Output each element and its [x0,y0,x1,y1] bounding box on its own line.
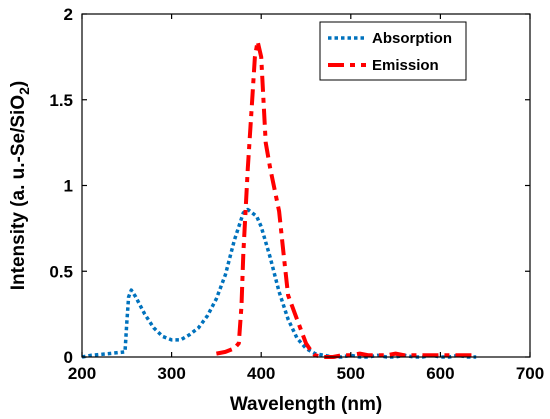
series-line-absorption [81,207,477,359]
legend-box [319,21,467,81]
ticks-layer: 200 300 400 500 600 700 0 0.5 1 1.5 2 [49,5,544,383]
y-tick-label: 2 [64,5,73,24]
series-layer [81,39,477,359]
y-tick-label: 1.5 [49,91,73,110]
legend: Absorption Emission [319,21,467,81]
x-tick-label: 500 [337,364,365,383]
x-tick-label: 400 [247,364,275,383]
series-line-emission [216,39,477,359]
x-tick-label: 200 [68,364,96,383]
y-tick-label: 1 [64,177,73,196]
legend-label-emission: Emission [372,57,439,74]
x-tick-label: 700 [516,364,544,383]
x-axis-title: Wavelength (nm) [230,394,382,415]
y-axis-title-suffix: ) [8,81,29,87]
legend-label-absorption: Absorption [372,30,452,47]
y-tick-label: 0.5 [49,262,73,281]
y-axis-title-subscript: 2 [16,87,32,95]
y-axis-title-main: Intensity (a. u.-Se/SiO [8,95,29,290]
x-tick-label: 300 [157,364,185,383]
x-tick-label: 600 [426,364,454,383]
y-axis-title: Intensity (a. u.-Se/SiO2) [8,81,32,290]
y-tick-label: 0 [64,348,73,367]
